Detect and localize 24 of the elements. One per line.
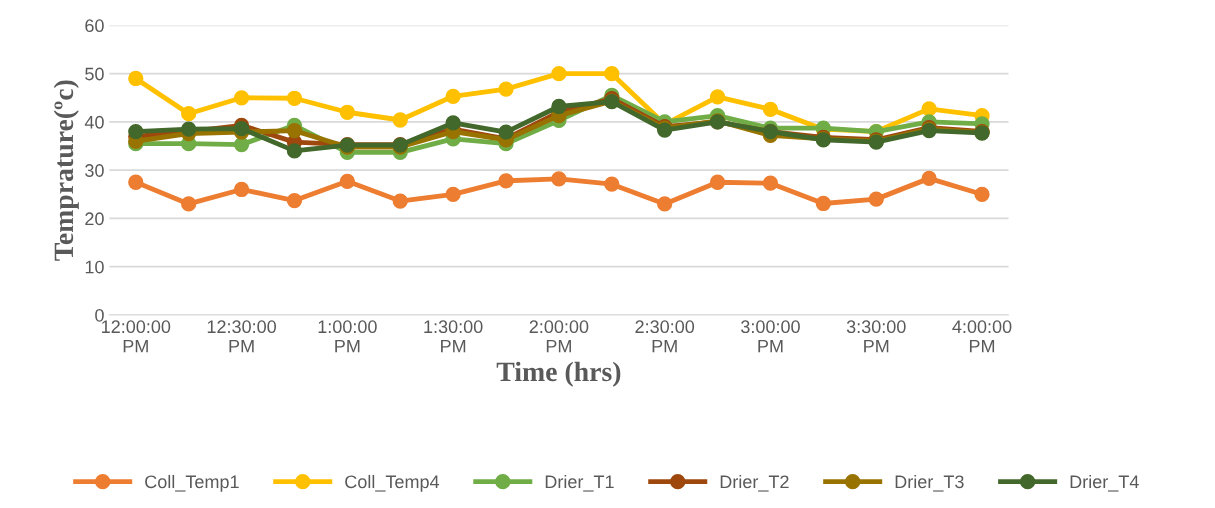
- y-tick-label: 0: [95, 308, 104, 322]
- y-tick-label: 10: [85, 260, 104, 274]
- x-tick-label: 3:00:00 PM: [741, 320, 800, 353]
- x-tick-label: 1:30:00 PM: [424, 320, 483, 353]
- legend-label: Coll_Temp4: [345, 474, 440, 492]
- legend-label: Coll_Temp1: [145, 474, 239, 492]
- legend-label: Drier_T3: [895, 474, 964, 492]
- y-axis-title: Temprature(ºc): [53, 80, 79, 261]
- legend-label: Drier_T4: [1070, 474, 1139, 492]
- y-tick-label: 30: [85, 164, 104, 177]
- x-tick-label: 12:30:00 PM: [207, 320, 277, 353]
- x-tick-label: 2:00:00 PM: [529, 320, 589, 353]
- legend-label: Drier_T2: [720, 474, 789, 492]
- x-tick-label: 1:00:00 PM: [318, 320, 377, 353]
- x-tick-label: 2:30:00 PM: [635, 320, 695, 353]
- x-tick-label: 12:00:00 PM: [102, 320, 171, 353]
- y-tick-label: 50: [85, 67, 104, 81]
- y-tick-label: 20: [85, 212, 104, 226]
- y-tick-label: 60: [85, 19, 104, 33]
- y-tick-label: 40: [84, 115, 104, 129]
- legend-label: Drier_T1: [545, 474, 614, 492]
- x-axis-title: Time (hrs): [496, 361, 621, 387]
- x-tick-label: 3:30:00 PM: [846, 320, 906, 353]
- x-tick-label: 4:00:00 PM: [952, 320, 1012, 353]
